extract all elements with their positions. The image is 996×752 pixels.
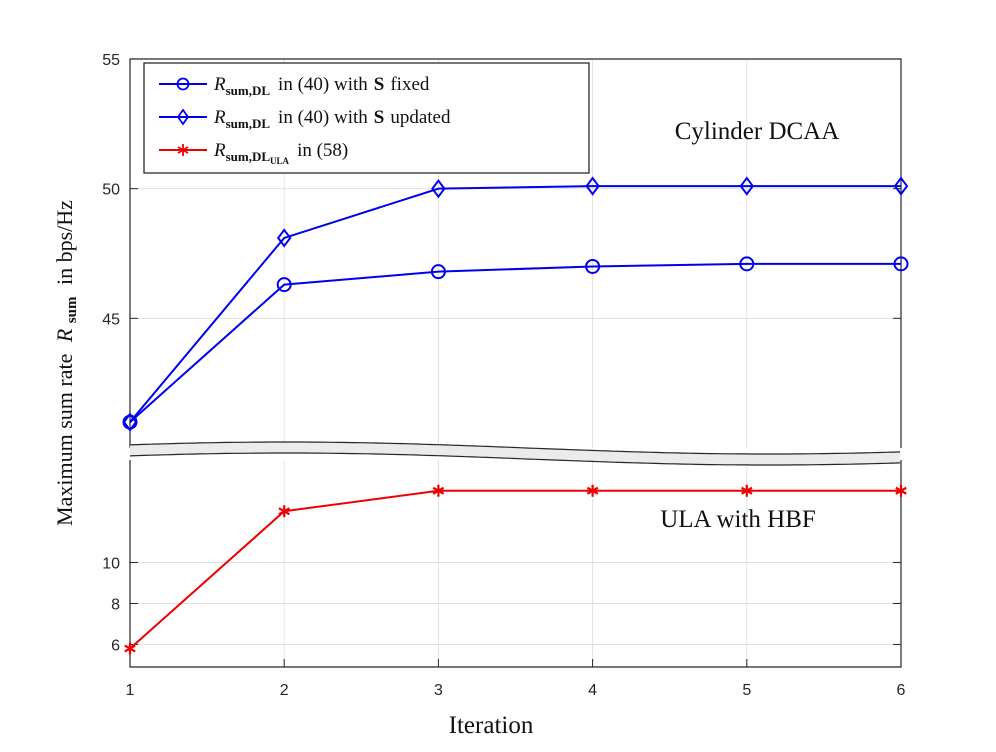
y-label-subscript: sum (64, 296, 80, 323)
legend-entry: Rsum,DLULA in (58) (159, 140, 348, 166)
series-layer (122, 176, 909, 655)
series-line (129, 262, 901, 423)
data-point-diamond (431, 179, 446, 199)
axis-break-band (130, 442, 900, 465)
x-tick-label: 3 (434, 682, 443, 699)
data-point-circle (739, 256, 755, 272)
y-tick-label: 50 (102, 182, 120, 199)
data-point-diamond (739, 176, 755, 196)
y-tick-label: 10 (102, 555, 120, 572)
legend-marker-circle (176, 77, 190, 91)
series-line (129, 489, 901, 650)
axis-break-line (129, 441, 901, 455)
data-point-diamond (276, 228, 292, 248)
legend-marker-diamond (176, 108, 190, 126)
axis-break (129, 441, 901, 466)
data-point-circle (430, 264, 446, 280)
series-line (129, 185, 901, 423)
x-tick-label: 4 (588, 682, 597, 699)
data-point-asterisk (586, 484, 599, 497)
data-point-circle (276, 277, 292, 293)
data-point-asterisk (278, 505, 290, 518)
lower-panel-frame (129, 460, 902, 668)
data-point-asterisk (432, 484, 445, 497)
legend-box (143, 62, 590, 174)
x-tick-label: 6 (897, 682, 906, 699)
data-point-diamond (122, 412, 138, 432)
x-tick-label: 1 (126, 682, 135, 699)
y-label-symbol: R (52, 328, 77, 343)
legend-marker-asterisk (177, 144, 189, 156)
x-axis-label: Iteration (449, 712, 534, 739)
x-tick-label: 2 (280, 682, 289, 699)
y-label-unit: in bps/Hz (52, 200, 77, 285)
data-point-asterisk (124, 642, 136, 655)
data-point-asterisk (895, 484, 907, 497)
upper-panel-frame (129, 58, 902, 448)
y-axis-label: Maximum sum rate R sum in bps/Hz (52, 200, 81, 526)
axis-break-line (129, 452, 901, 466)
y-tick-label: 45 (102, 311, 120, 328)
data-point-asterisk (741, 484, 753, 497)
annotation-ula-hbf: ULA with HBF (660, 506, 816, 533)
x-tick-label: 5 (742, 682, 751, 699)
y-label-main: Maximum sum rate (52, 354, 77, 526)
data-point-diamond (585, 176, 600, 196)
data-point-circle (585, 258, 601, 274)
y-tick-label: 8 (111, 596, 120, 613)
data-point-diamond (893, 176, 909, 196)
y-tick-label: 6 (111, 637, 120, 654)
data-point-circle (893, 256, 909, 272)
annotation-cylinder-dcaa: Cylinder DCAA (675, 118, 840, 145)
y-tick-label: 55 (102, 52, 120, 69)
